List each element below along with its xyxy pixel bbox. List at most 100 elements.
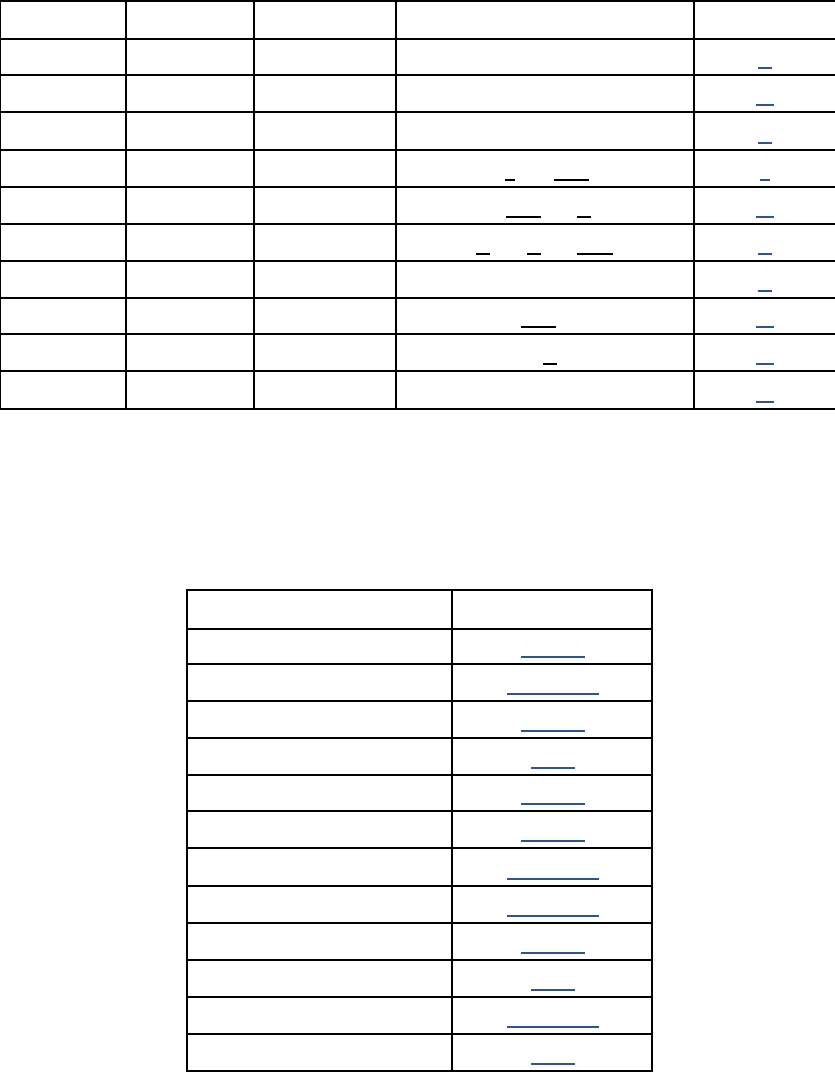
table-cell: [395, 223, 695, 262]
table-cell: [125, 0, 255, 40]
table-row: [186, 628, 653, 665]
table-cell: [253, 333, 397, 372]
table-row: [186, 737, 653, 776]
link[interactable]: [531, 989, 575, 991]
table-cell: [451, 589, 653, 630]
table-row: [186, 922, 653, 961]
table-cell: [693, 260, 835, 299]
secondary-table: [186, 589, 653, 1072]
table-cell: [186, 700, 453, 739]
table-row: [186, 996, 653, 1035]
table-cell: [693, 0, 835, 40]
table-cell: [0, 111, 127, 151]
table-row: [0, 223, 835, 262]
table-row: [186, 663, 653, 702]
underlined-text: [505, 179, 515, 181]
link[interactable]: [756, 104, 774, 106]
link[interactable]: [521, 803, 585, 805]
table-row: [0, 370, 835, 410]
table-cell: [253, 186, 397, 225]
table-row: [186, 847, 653, 887]
main-table: [0, 0, 835, 410]
link[interactable]: [507, 693, 599, 695]
table-cell: [253, 149, 397, 188]
table-cell: [0, 297, 127, 335]
table-cell: [125, 297, 255, 335]
underlined-text: [527, 253, 541, 255]
table-cell: [395, 333, 695, 372]
underlined-text: [506, 216, 541, 218]
link[interactable]: [521, 952, 585, 954]
table-row: [0, 74, 835, 113]
table-cell: [253, 297, 397, 335]
table-cell: [253, 38, 397, 76]
table-cell: [693, 370, 835, 410]
table-cell: [395, 149, 695, 188]
link[interactable]: [756, 401, 774, 403]
table-row: [186, 700, 653, 739]
header-row: [186, 589, 653, 630]
table-cell: [253, 223, 397, 262]
table-cell: [451, 847, 653, 887]
table-cell: [186, 922, 453, 961]
table-cell: [253, 370, 397, 410]
link[interactable]: [531, 1063, 575, 1065]
table-cell: [395, 74, 695, 113]
underlined-text: [521, 326, 556, 328]
table-cell: [186, 589, 453, 630]
table-row: [0, 297, 835, 335]
table-cell: [693, 111, 835, 151]
table-cell: [0, 186, 127, 225]
table-row: [186, 959, 653, 998]
table-cell: [693, 74, 835, 113]
underlined-text: [577, 253, 613, 255]
table-cell: [451, 810, 653, 849]
link[interactable]: [507, 878, 599, 880]
table-cell: [125, 186, 255, 225]
table-cell: [125, 223, 255, 262]
link[interactable]: [756, 326, 774, 328]
underlined-text: [543, 363, 557, 365]
link[interactable]: [507, 1026, 599, 1028]
table-cell: [451, 959, 653, 998]
link[interactable]: [758, 290, 772, 292]
table-cell: [0, 333, 127, 372]
link[interactable]: [758, 253, 772, 255]
link[interactable]: [758, 67, 772, 69]
table-cell: [253, 74, 397, 113]
underlined-text: [476, 253, 490, 255]
link[interactable]: [756, 363, 774, 365]
table-cell: [693, 38, 835, 76]
link[interactable]: [521, 840, 585, 842]
table-cell: [451, 628, 653, 665]
table-cell: [253, 260, 397, 299]
link[interactable]: [756, 216, 774, 218]
table-cell: [186, 774, 453, 812]
table-cell: [451, 996, 653, 1035]
table-cell: [125, 370, 255, 410]
table-cell: [186, 996, 453, 1035]
table-cell: [693, 333, 835, 372]
table-cell: [693, 297, 835, 335]
table-row: [186, 810, 653, 849]
table-cell: [395, 186, 695, 225]
table-cell: [451, 663, 653, 702]
table-cell: [125, 38, 255, 76]
underlined-text: [554, 179, 589, 181]
table-row: [186, 885, 653, 924]
link[interactable]: [760, 179, 770, 181]
table-cell: [125, 74, 255, 113]
table-cell: [186, 810, 453, 849]
link[interactable]: [507, 915, 599, 917]
table-row: [0, 149, 835, 188]
table-cell: [693, 223, 835, 262]
link[interactable]: [521, 656, 585, 658]
table-cell: [451, 774, 653, 812]
underlined-text: [577, 216, 591, 218]
table-row: [0, 111, 835, 151]
table-cell: [186, 737, 453, 776]
link[interactable]: [758, 142, 772, 144]
link[interactable]: [521, 730, 585, 732]
table-cell: [253, 111, 397, 151]
link[interactable]: [531, 767, 575, 769]
